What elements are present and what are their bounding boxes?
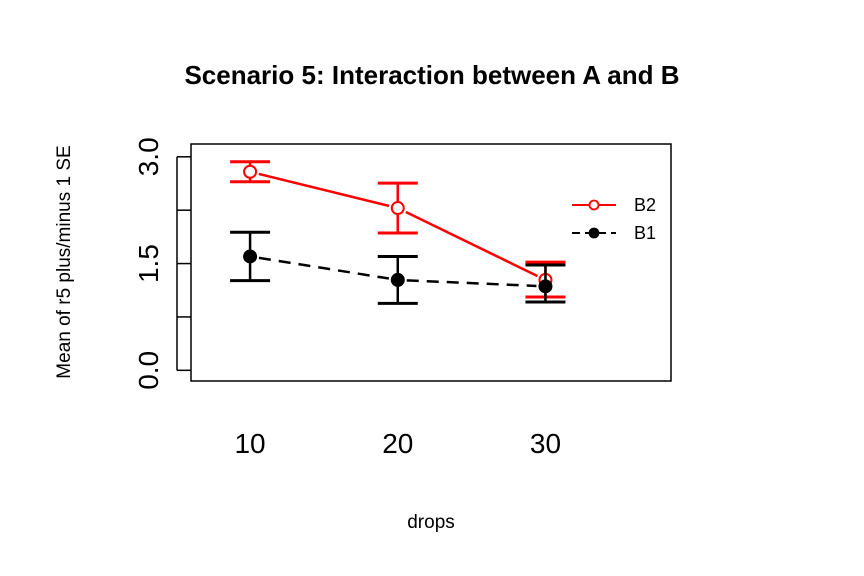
- y-tick-label: 3.0: [133, 137, 164, 176]
- y-tick-label: 1.5: [133, 244, 164, 283]
- chart-title: Scenario 5: Interaction between A and B: [184, 60, 679, 90]
- y-axis-title: Mean of r5 plus/minus 1 SE: [54, 145, 75, 378]
- x-tick-label: 30: [530, 428, 561, 459]
- x-axis: 10 20 30: [234, 428, 561, 459]
- plot-frame: [190, 143, 672, 382]
- x-axis-title: drops: [407, 512, 455, 533]
- data-point-B1: [538, 279, 553, 294]
- legend-marker-B1: [588, 227, 600, 239]
- series-line-B2: [405, 210, 538, 278]
- legend-label-B1: B1: [634, 223, 656, 243]
- y-tick-label: 0.0: [133, 351, 164, 390]
- legend-label-B2: B2: [634, 195, 656, 215]
- series-B1: [230, 230, 566, 305]
- series-layer: [230, 160, 566, 305]
- data-point-B2: [390, 201, 405, 216]
- x-tick-label: 10: [234, 428, 265, 459]
- legend-marker-B2: [588, 199, 600, 211]
- x-tick-label: 20: [382, 428, 413, 459]
- data-point-B2: [243, 164, 258, 179]
- data-point-B1: [243, 249, 258, 264]
- data-point-B1: [390, 272, 405, 287]
- series-line-B1: [258, 256, 390, 280]
- y-axis: 0.0 1.5 3.0: [133, 137, 191, 390]
- series-line-B2: [258, 172, 390, 208]
- series-line-B1: [406, 279, 537, 288]
